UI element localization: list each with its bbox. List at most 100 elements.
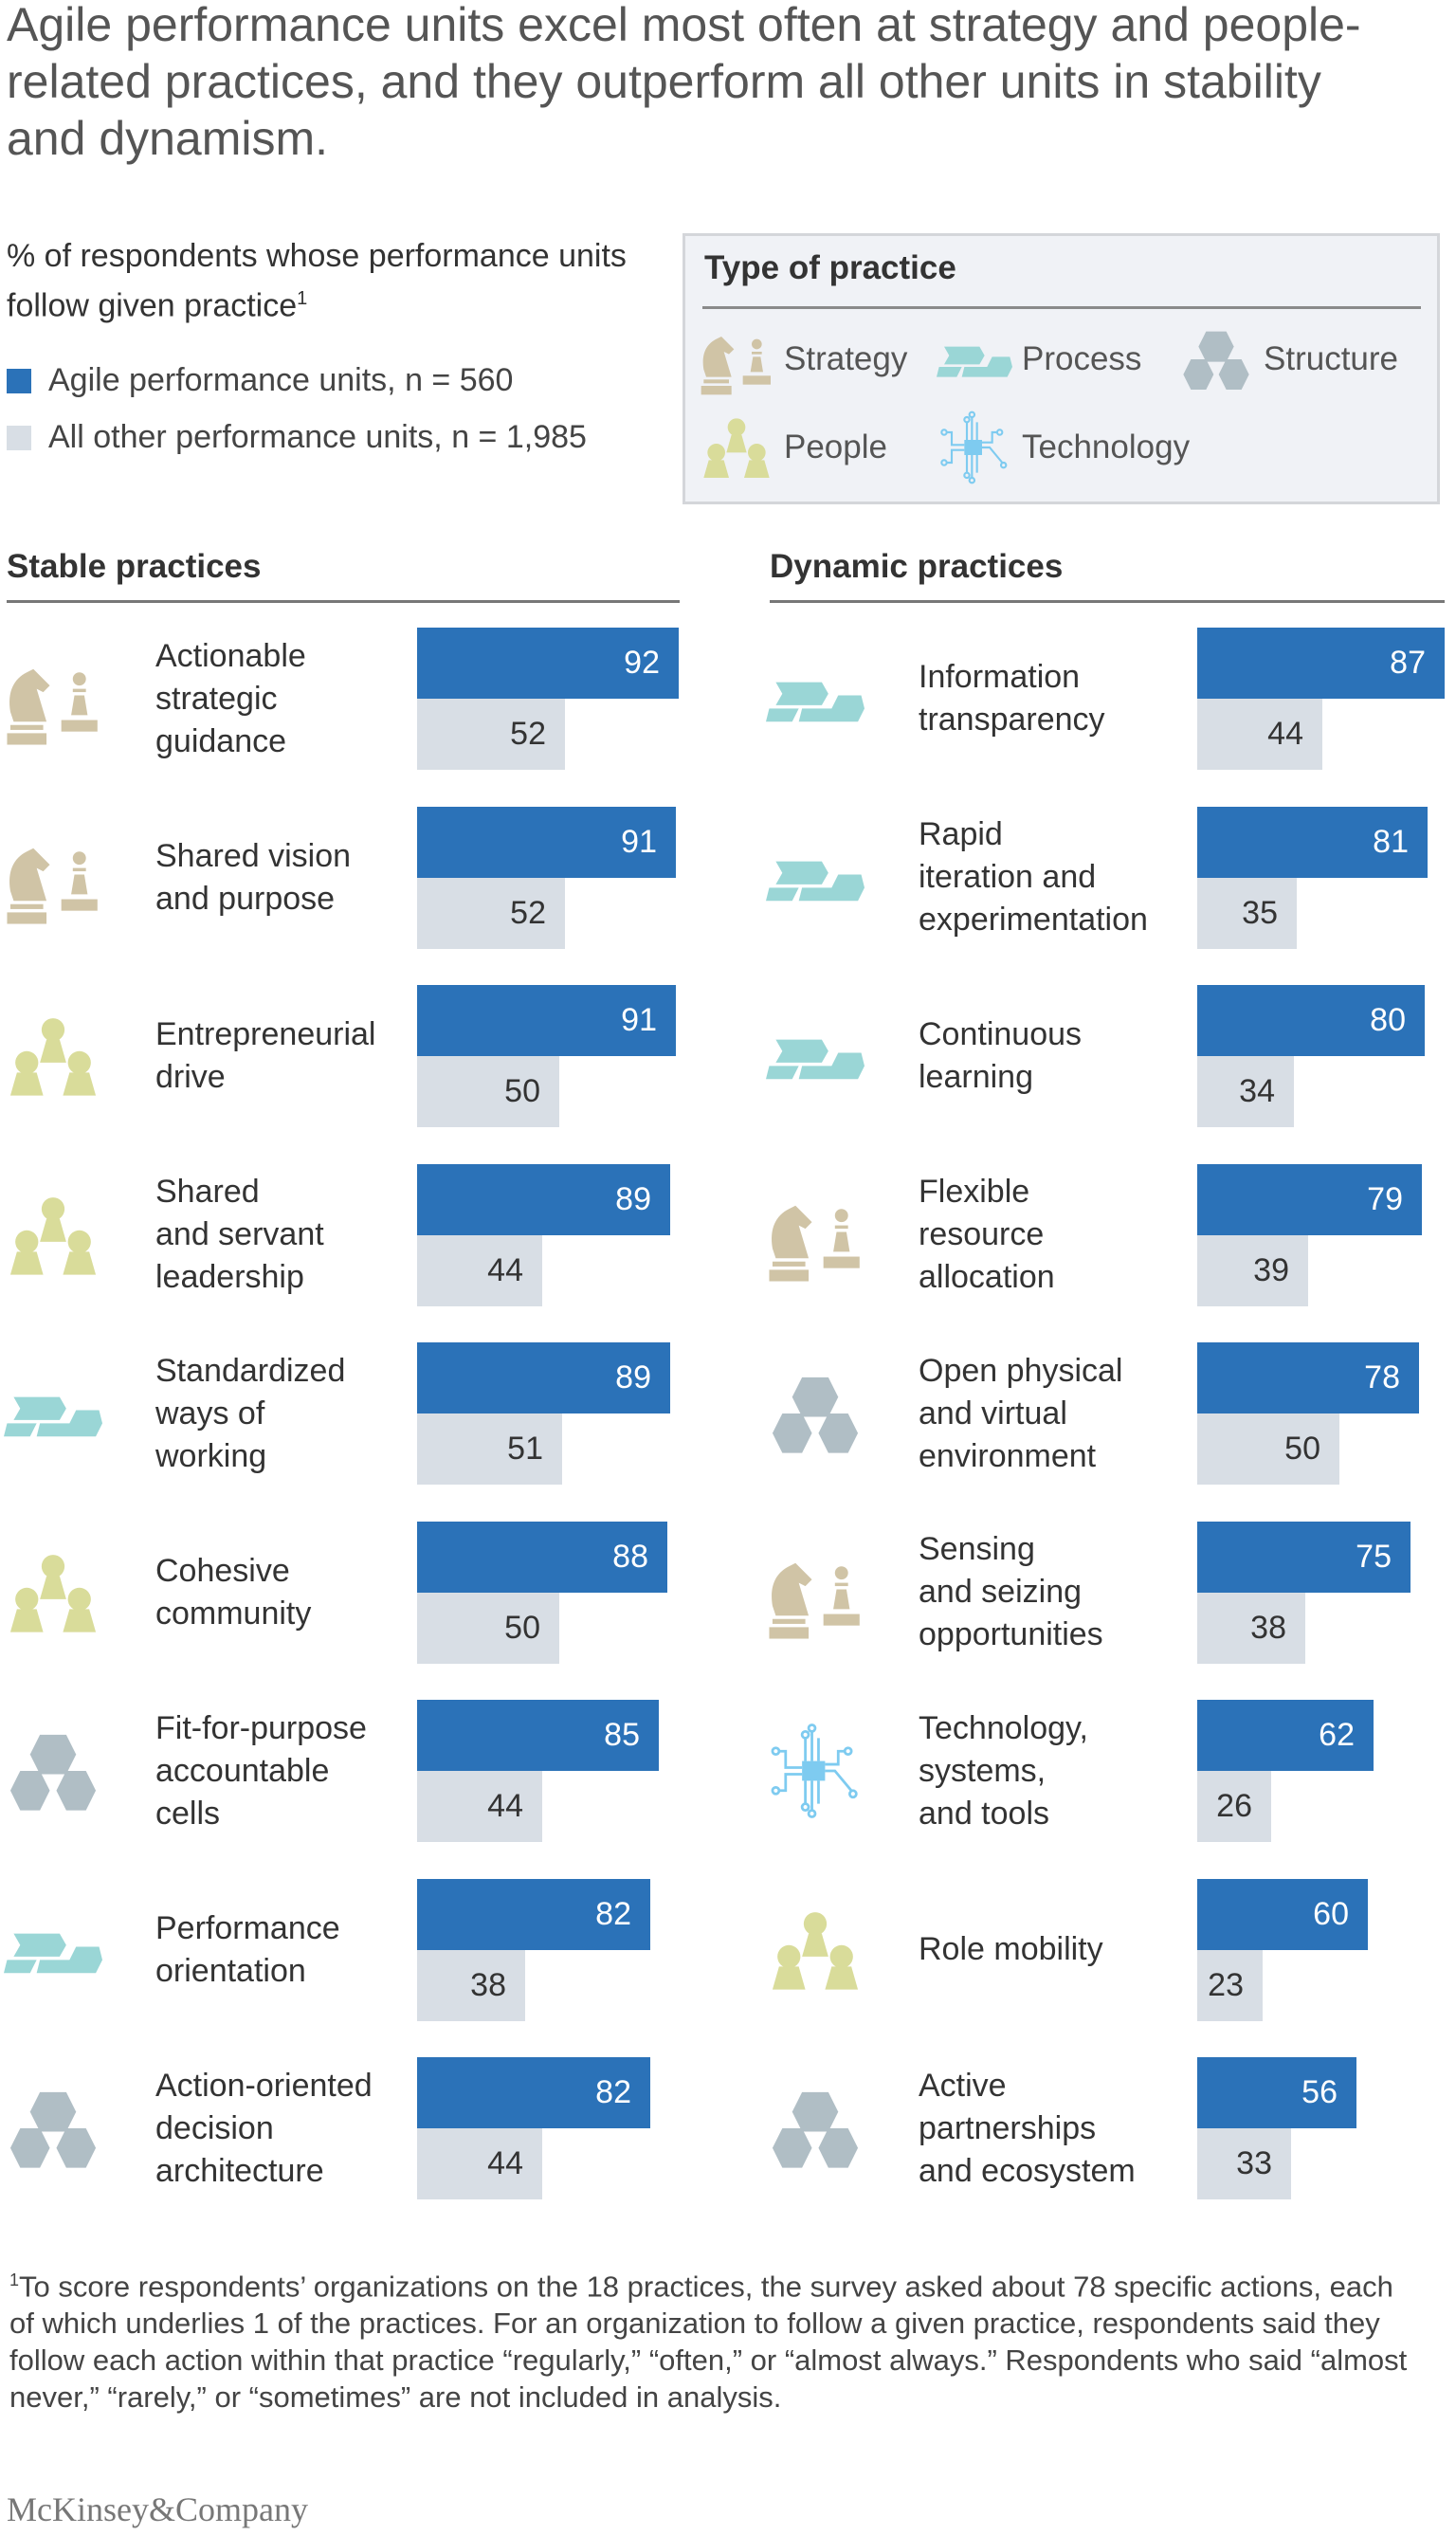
data-label: 51	[507, 1431, 543, 1467]
bar-agile: 92	[417, 628, 679, 699]
data-label: 44	[487, 2145, 523, 2181]
bar-other: 50	[1197, 1413, 1339, 1485]
people-pawns-icon	[4, 1543, 102, 1642]
hexagons-icon	[766, 1364, 864, 1463]
people-pawns-icon	[4, 1007, 102, 1105]
category-label: Information transparency	[919, 659, 1105, 738]
chart-subtitle: % of respondents whose performance units…	[7, 235, 632, 327]
bar-other: 50	[417, 1592, 559, 1664]
data-label: 35	[1242, 894, 1278, 931]
data-label: 52	[510, 894, 546, 931]
bar-agile: 91	[417, 985, 676, 1056]
type-label: Structure	[1264, 340, 1398, 377]
bar-agile: 75	[1197, 1521, 1410, 1593]
data-label: 50	[1284, 1431, 1320, 1467]
bar-other: 23	[1197, 1949, 1263, 2021]
legend-label: All other performance units, n = 1,985	[48, 419, 587, 455]
data-label: 78	[1364, 1359, 1400, 1395]
type-process: Process	[937, 321, 1141, 397]
bar-agile: 89	[417, 1163, 670, 1235]
legend-item-other: All other performance units, n = 1,985	[7, 419, 587, 456]
bar-other: 44	[417, 1234, 542, 1306]
data-label: 26	[1216, 1788, 1252, 1824]
data-label: 81	[1373, 823, 1409, 860]
category-label: Sensing and seizing opportunities	[919, 1531, 1103, 1652]
bar-agile: 85	[417, 1700, 659, 1771]
people-pawns-icon	[4, 1186, 102, 1285]
chess-knight-pawn-icon	[766, 1186, 864, 1285]
chess-knight-pawn-icon	[4, 649, 102, 748]
bar-agile: 82	[417, 2057, 650, 2128]
data-label: 44	[487, 1251, 523, 1288]
data-label: 92	[624, 645, 660, 681]
chevron-arrows-icon	[766, 1007, 864, 1105]
data-label: 75	[1356, 1538, 1392, 1575]
bar-other: 51	[417, 1413, 562, 1485]
data-label: 88	[612, 1538, 648, 1575]
bar-other: 52	[417, 699, 565, 770]
footnote-marker: 1	[297, 288, 308, 309]
bar-other: 39	[1197, 1234, 1308, 1306]
section-rule	[7, 600, 680, 603]
hexagons-icon	[1178, 321, 1254, 397]
chess-knight-pawn-icon	[699, 321, 774, 397]
data-label: 85	[604, 1717, 640, 1753]
bar-other: 34	[1197, 1056, 1294, 1127]
type-label: Technology	[1022, 429, 1191, 465]
bar-other: 35	[1197, 877, 1297, 949]
data-label: 50	[504, 1609, 540, 1646]
category-label: Rapid iteration and experimentation	[919, 816, 1148, 938]
category-label: Role mobility	[919, 1931, 1103, 1967]
data-label: 38	[470, 1966, 506, 2003]
bar-other: 52	[417, 877, 565, 949]
bar-agile: 78	[1197, 1342, 1419, 1413]
data-label: 60	[1313, 1895, 1349, 1932]
bar-agile: 91	[417, 806, 676, 878]
bar-other: 26	[1197, 1771, 1271, 1842]
hexagons-icon	[4, 2079, 102, 2178]
section-rule	[770, 600, 1445, 603]
people-pawns-icon	[699, 410, 774, 485]
type-label: Process	[1022, 340, 1142, 377]
data-label: 44	[487, 1788, 523, 1824]
data-label: 34	[1239, 1073, 1275, 1109]
bar-other: 38	[417, 1949, 525, 2021]
type-structure: Structure	[1178, 321, 1398, 397]
category-label: Open physical and virtual environment	[919, 1352, 1123, 1474]
category-label: Entrepreneurial drive	[155, 1016, 376, 1095]
legend-label: Agile performance units, n = 560	[48, 362, 514, 398]
data-label: 56	[1301, 2074, 1338, 2110]
bar-agile: 62	[1197, 1700, 1374, 1771]
bar-agile: 88	[417, 1521, 667, 1593]
type-label: People	[784, 429, 887, 465]
bar-other: 44	[417, 2128, 542, 2199]
bar-agile: 87	[1197, 628, 1445, 699]
type-technology: Technology	[937, 410, 1190, 485]
bar-other: 44	[1197, 699, 1322, 770]
section-title-dynamic: Dynamic practices	[770, 548, 1064, 585]
data-label: 39	[1253, 1251, 1289, 1288]
data-label: 33	[1236, 2145, 1272, 2181]
category-label: Technology, systems, and tools	[919, 1709, 1088, 1832]
subtitle-text: % of respondents whose performance units…	[7, 238, 627, 324]
legend-item-agile: Agile performance units, n = 560	[7, 362, 513, 399]
chevron-arrows-icon	[4, 1901, 102, 1999]
chess-knight-pawn-icon	[4, 829, 102, 927]
bar-agile: 79	[1197, 1163, 1422, 1235]
data-label: 80	[1370, 1002, 1406, 1038]
circuit-chip-icon	[766, 1722, 864, 1820]
category-label: Active partnerships and ecosystem	[919, 2067, 1136, 2189]
bar-other: 33	[1197, 2128, 1291, 2199]
category-label: Action-oriented decision architecture	[155, 2067, 373, 2189]
data-label: 89	[615, 1359, 651, 1395]
footnote-text: To score respondents’ organizations on t…	[9, 2270, 1408, 2415]
bar-agile: 89	[417, 1342, 670, 1413]
hexagons-icon	[766, 2079, 864, 2178]
category-label: Shared vision and purpose	[155, 837, 352, 917]
footnote-marker: 1	[9, 2271, 20, 2289]
chevron-arrows-icon	[766, 649, 864, 748]
circuit-chip-icon	[937, 410, 1012, 485]
footnote: 1To score respondents’ organizations on …	[9, 2262, 1412, 2416]
bar-agile: 80	[1197, 985, 1425, 1056]
chart-title: Agile performance units excel most often…	[7, 0, 1361, 165]
